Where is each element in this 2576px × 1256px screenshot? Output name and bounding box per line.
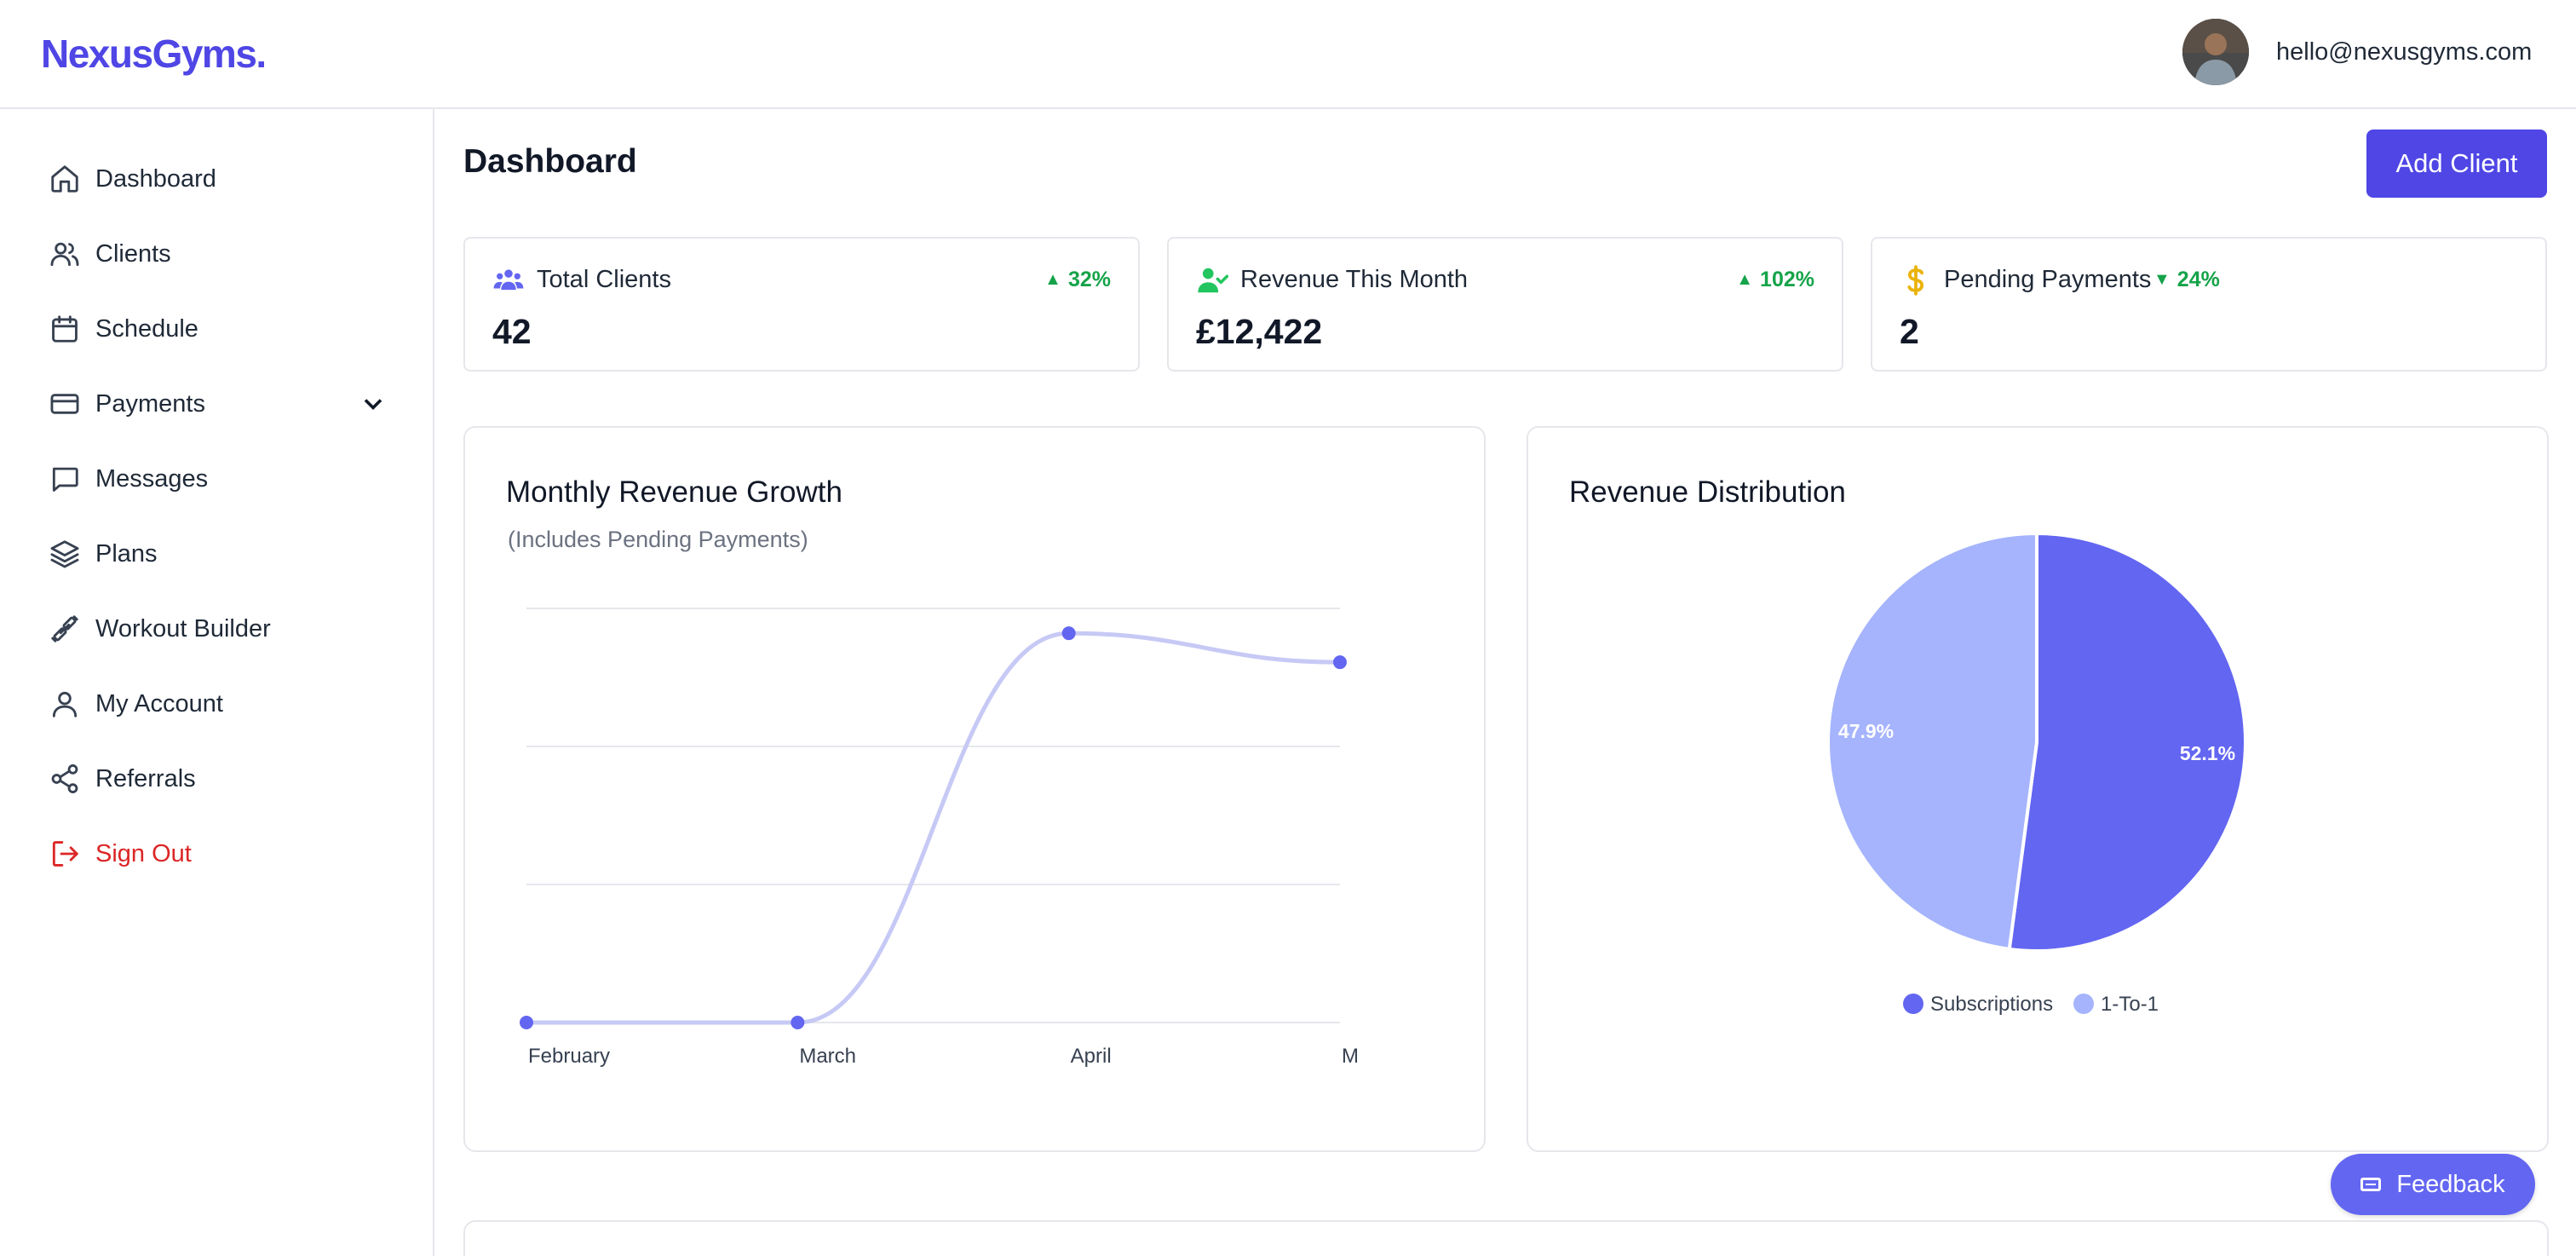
- feedback-label: Feedback: [2396, 1170, 2505, 1198]
- revenue-growth-chart: February March April M: [520, 608, 1359, 1068]
- stat-card-pending-payments: Pending Payments ▼ 24% 2: [1871, 237, 2547, 372]
- message-icon: [48, 462, 82, 496]
- stat-change-value: 102%: [1760, 268, 1814, 291]
- stat-card-revenue-this-month: Revenue This Month ▲ 102% £12,422: [1167, 237, 1843, 372]
- x-tick-label: M: [1342, 1045, 1359, 1068]
- stat-change-up: ▲ 102%: [1736, 268, 1814, 292]
- top-header: NexusGyms. hello@nexusgyms.com: [0, 0, 2576, 109]
- user-email: hello@nexusgyms.com: [2276, 38, 2533, 66]
- sidebar-item-messages[interactable]: Messages: [48, 455, 388, 503]
- data-point[interactable]: [1061, 626, 1076, 641]
- feedback-button[interactable]: Feedback: [2331, 1154, 2535, 1215]
- sign-out-icon: [48, 837, 82, 871]
- bottom-panel: [463, 1220, 2549, 1256]
- stat-card-total-clients: Total Clients ▲ 32% 42: [463, 237, 1140, 372]
- sidebar-item-label: Messages: [95, 464, 209, 493]
- data-point[interactable]: [1333, 655, 1347, 670]
- sidebar-item-clients[interactable]: Clients: [48, 230, 388, 278]
- sidebar-item-label: Workout Builder: [95, 614, 271, 642]
- arrow-up-icon: ▲: [1736, 270, 1754, 289]
- legend-label: 1-To-1: [2101, 993, 2159, 1016]
- stat-value: 42: [492, 312, 532, 351]
- stat-change-up: ▲ 32%: [1044, 268, 1111, 292]
- sidebar-item-payments[interactable]: Payments: [48, 380, 388, 428]
- chevron-down-icon[interactable]: [358, 389, 388, 419]
- arrow-down-icon: ▼: [2153, 270, 2171, 289]
- chart-title: Revenue Distribution: [1569, 475, 1846, 509]
- pie-value-label: 52.1%: [2180, 742, 2235, 764]
- users-icon: [48, 237, 82, 271]
- stat-label: Revenue This Month: [1240, 266, 1469, 293]
- sidebar-item-label: Plans: [95, 539, 158, 568]
- chart-subtitle: (Includes Pending Payments): [508, 527, 808, 552]
- sidebar-item-schedule[interactable]: Schedule: [48, 305, 388, 353]
- sidebar-item-my-account[interactable]: My Account: [48, 680, 388, 728]
- sidebar-item-label: My Account: [95, 689, 223, 717]
- stat-change-value: 32%: [1067, 268, 1111, 291]
- x-tick-label: March: [799, 1045, 856, 1068]
- credit-card-icon: [48, 387, 82, 421]
- series-line: [526, 631, 1341, 1025]
- logo[interactable]: NexusGyms.: [41, 32, 267, 76]
- home-icon: [48, 162, 82, 196]
- revenue-growth-panel: Monthly Revenue Growth (Includes Pending…: [463, 426, 1486, 1152]
- calendar-icon: [48, 312, 82, 346]
- stat-label: Pending Payments: [1944, 266, 2152, 293]
- data-point[interactable]: [520, 1016, 533, 1029]
- pie-value-label: 47.9%: [1838, 720, 1894, 742]
- revenue-distribution-chart: 52.1% 47.9% Subscriptions 1-To-1: [1826, 531, 2247, 1016]
- stat-label: Total Clients: [537, 266, 671, 293]
- sidebar-item-referrals[interactable]: Referrals: [48, 755, 388, 803]
- sidebar-item-label: Sign Out: [95, 839, 192, 867]
- sidebar-item-plans[interactable]: Plans: [48, 530, 388, 578]
- x-tick-label: February: [528, 1045, 610, 1068]
- legend-swatch: [1903, 994, 1923, 1014]
- x-tick-label: April: [1071, 1045, 1112, 1068]
- chart-title: Monthly Revenue Growth: [506, 475, 842, 509]
- legend-label: Subscriptions: [1930, 993, 2053, 1016]
- sidebar-item-label: Dashboard: [95, 164, 216, 193]
- sidebar-item-label: Referrals: [95, 764, 196, 792]
- stat-change-down: ▼ 24%: [2153, 268, 2220, 292]
- dollar-icon: [1900, 264, 1932, 297]
- pie-slice[interactable]: [1826, 531, 2038, 952]
- sidebar-item-dashboard[interactable]: Dashboard: [48, 155, 388, 203]
- avatar[interactable]: [2182, 19, 2249, 85]
- dumbbell-icon: [48, 612, 82, 646]
- arrow-up-icon: ▲: [1044, 270, 1061, 289]
- legend-swatch: [2073, 994, 2094, 1014]
- stat-change-value: 24%: [2176, 268, 2220, 291]
- sidebar-item-sign-out[interactable]: Sign Out: [48, 830, 388, 878]
- layers-icon: [48, 537, 82, 571]
- share-icon: [48, 762, 82, 796]
- pie-slice[interactable]: [2007, 531, 2247, 953]
- data-point[interactable]: [791, 1016, 805, 1029]
- add-client-button[interactable]: Add Client: [2366, 130, 2547, 198]
- users-icon: [492, 264, 525, 297]
- sidebar-item-workout-builder[interactable]: Workout Builder: [48, 605, 388, 653]
- sidebar-item-label: Payments: [95, 389, 205, 418]
- user-check-icon: [1196, 264, 1229, 297]
- stat-value: £12,422: [1196, 312, 1323, 351]
- sidebar-item-label: Clients: [95, 239, 171, 268]
- stat-value: 2: [1900, 312, 1919, 351]
- page-title: Dashboard: [463, 143, 637, 180]
- user-icon: [48, 687, 82, 721]
- sidebar-item-label: Schedule: [95, 314, 198, 343]
- sidebar: Dashboard Clients Schedule Payments Mess…: [0, 109, 434, 1256]
- feedback-icon: [2360, 1178, 2382, 1191]
